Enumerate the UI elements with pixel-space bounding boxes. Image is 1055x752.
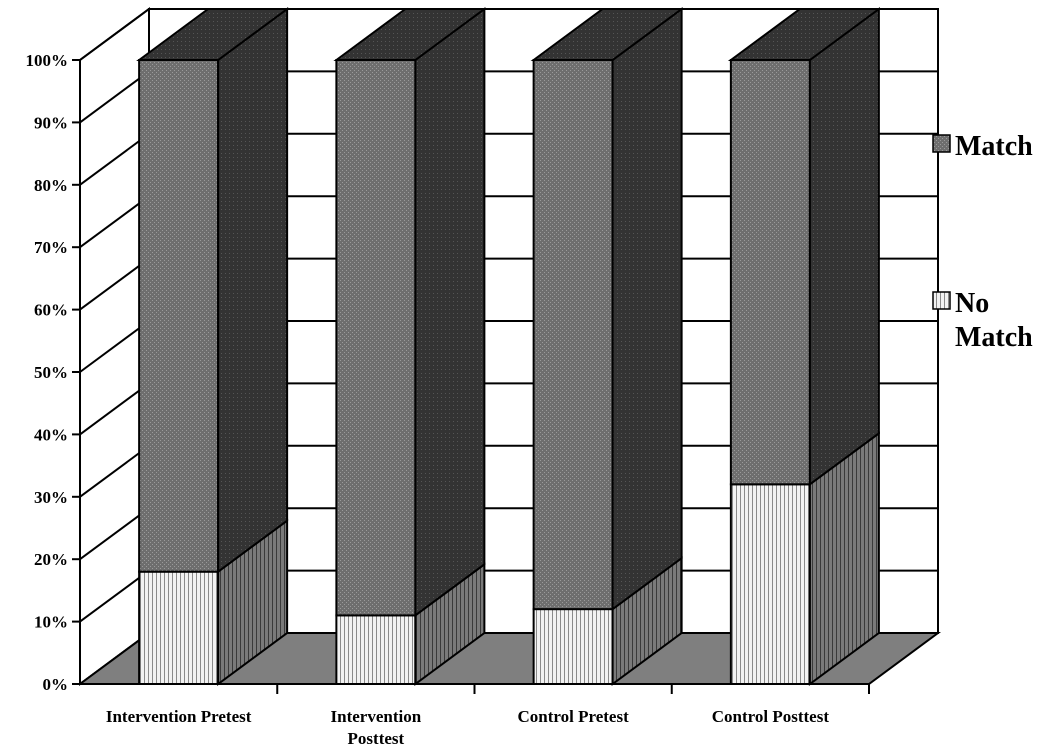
y-tick-label: 10% [34, 613, 68, 632]
gridline-side [79, 444, 150, 498]
bar-no-match-1 [335, 562, 486, 686]
y-tick-label: 40% [34, 425, 68, 444]
bar-match-1 [333, 7, 488, 618]
x-category-label: Control Pretest [517, 707, 629, 726]
bar-match-3 [727, 7, 882, 487]
y-tick-label: 60% [34, 301, 68, 320]
gridline-side [79, 257, 150, 311]
y-tick-label: 20% [34, 550, 68, 569]
chart-axes: 0% 10% 20% 30% 40% 50% 60% 70% 80% 90% 100% Interve… [26, 51, 870, 748]
chart-legend: Match No Match [932, 131, 1033, 353]
y-tick-label: 70% [34, 238, 68, 257]
y-tick-label: 90% [34, 113, 68, 132]
y-tick-label: 50% [34, 363, 68, 382]
y-tick-label: 100% [26, 51, 69, 70]
gridline-side [79, 8, 150, 61]
gridline-side [79, 195, 150, 249]
legend-label-no-match: No Match [955, 288, 1033, 353]
gridline-side [79, 70, 150, 124]
bar-no-match-3 [729, 431, 880, 686]
legend-label-match: Match [955, 131, 1033, 162]
bar-match-2 [530, 7, 685, 612]
gridline-side [79, 320, 150, 373]
x-category-label: Intervention Posttest [331, 707, 422, 748]
gridline-side [79, 507, 150, 561]
gridline-side [79, 132, 150, 186]
bar-no-match-0 [138, 518, 289, 686]
gridline-side [79, 569, 150, 623]
bar-no-match-2 [532, 556, 683, 686]
x-category-label: Control Posttest [712, 707, 830, 726]
legend-swatch-match [932, 134, 951, 153]
x-category-label: Intervention Pretest [106, 707, 252, 726]
y-tick-label: 30% [34, 488, 68, 507]
gridline-side [79, 382, 150, 436]
y-tick-label: 80% [34, 176, 68, 195]
legend-swatch-no-match [932, 291, 951, 310]
chart-bars [136, 7, 882, 686]
y-tick-label: 0% [43, 675, 69, 694]
bar-match-0 [136, 7, 291, 574]
